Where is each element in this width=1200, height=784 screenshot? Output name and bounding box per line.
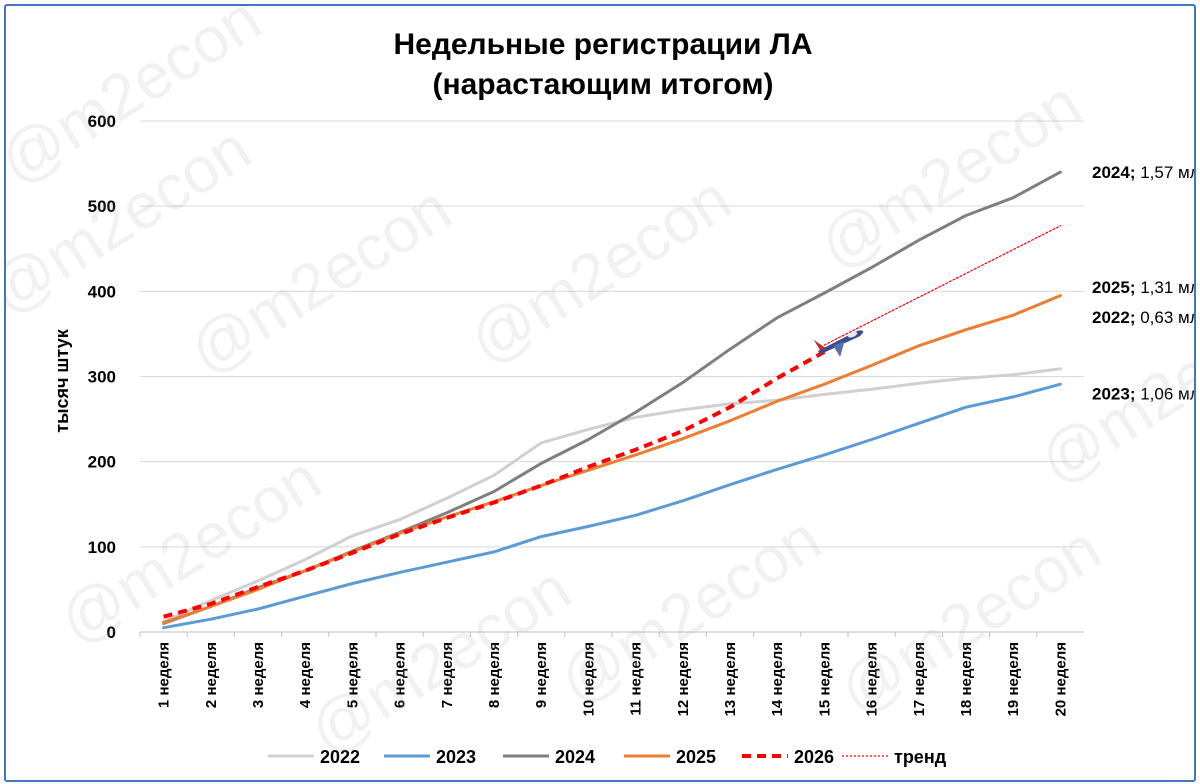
y-tick-label: 300: [88, 368, 116, 387]
x-tick-label: 9 неделя: [533, 642, 550, 708]
series-line-2023: [162, 382, 1062, 630]
y-tick-label: 500: [88, 197, 116, 216]
x-tick-label: 8 неделя: [486, 642, 503, 708]
series-line-2022: [162, 367, 1062, 624]
x-tick-label: 20 неделя: [1052, 642, 1069, 716]
legend-label-2022: 2022: [320, 747, 360, 767]
annotation-year: 2024;: [1092, 163, 1135, 182]
annotation-year: 2023;: [1092, 385, 1135, 404]
annotation-2023: 2023; 1,06 млн.: [1092, 385, 1194, 404]
series-lines: [162, 170, 1062, 630]
legend: 2022 2023 2024 2025 2026 тренд: [268, 747, 947, 767]
series-line-2026: [163, 350, 826, 619]
x-tick-label: 13 неделя: [722, 642, 739, 716]
x-tick-label: 5 неделя: [344, 642, 361, 708]
x-tick-label: 18 неделя: [958, 642, 975, 716]
x-tick-label: 16 неделя: [864, 642, 881, 716]
airplane-tail: [813, 339, 826, 351]
legend-label-2026: 2026: [794, 747, 834, 767]
x-tick-label: 14 неделя: [769, 642, 786, 716]
y-tick-labels: 0 100 200 300 400 500 600: [88, 112, 116, 642]
series-line-тренд: [823, 225, 1062, 346]
y-axis-label: тысяч штук: [52, 328, 72, 432]
x-tick-label: 11 неделя: [628, 642, 645, 716]
x-tick-labels: 1 неделя 2 неделя 3 неделя 4 неделя 5 неделя…: [139, 632, 1069, 716]
x-tick-label: 19 неделя: [1005, 642, 1022, 716]
annotation-2025: 2025; 1,31 млн.: [1092, 278, 1194, 297]
annotation-year: 2025;: [1092, 278, 1135, 297]
y-tick-label: 600: [88, 112, 116, 131]
series-line-2024: [162, 170, 1062, 625]
x-tick-label: 2 неделя: [203, 642, 220, 708]
annotation-2024: 2024; 1,57 млн.: [1092, 163, 1194, 182]
annotation-total: 1,06 млн.: [1135, 385, 1194, 404]
legend-label-тренд: тренд: [894, 747, 947, 767]
line-chart: Недельные регистрации ЛА (нарастающим ит…: [52, 28, 1194, 767]
x-tick-label: 3 неделя: [250, 642, 267, 708]
x-tick-label: 15 неделя: [816, 642, 833, 716]
end-annotations: 2024; 1,57 млн.2025; 1,31 млн.2022; 0,63…: [1092, 163, 1194, 403]
chart-title-line2: (нарастающим итогом): [432, 68, 773, 101]
annotation-year: 2022;: [1092, 308, 1135, 327]
legend-label-2024: 2024: [555, 747, 595, 767]
x-tick-label: 10 неделя: [580, 642, 597, 716]
airplane-wing: [833, 341, 845, 358]
airplane-cockpit: [847, 332, 858, 338]
legend-label-2023: 2023: [436, 747, 476, 767]
x-tick-label: 12 неделя: [675, 642, 692, 716]
y-tick-label: 100: [88, 538, 116, 557]
y-tick-label: 200: [88, 453, 116, 472]
annotation-total: 1,57 млн.: [1135, 163, 1194, 182]
chart-frame: @m2econ @m2econ @m2econ @m2econ @m2econ @m2ec…: [4, 4, 1196, 782]
x-tick-label: 6 неделя: [392, 642, 409, 708]
annotation-2022: 2022; 0,63 млн.: [1092, 308, 1194, 327]
annotation-total: 0,63 млн.: [1135, 308, 1194, 327]
x-tick-label: 4 неделя: [297, 642, 314, 708]
legend-label-2025: 2025: [676, 747, 716, 767]
annotation-total: 1,31 млн.: [1135, 278, 1194, 297]
gridlines: [140, 120, 1084, 633]
x-tick-label: 1 неделя: [156, 642, 173, 708]
x-tick-label: 17 неделя: [911, 642, 928, 716]
y-tick-label: 0: [107, 623, 116, 642]
airplane-icon: [813, 330, 864, 358]
chart-title-line1: Недельные регистрации ЛА: [393, 28, 812, 61]
y-tick-label: 400: [88, 282, 116, 301]
x-tick-label: 7 неделя: [439, 642, 456, 708]
